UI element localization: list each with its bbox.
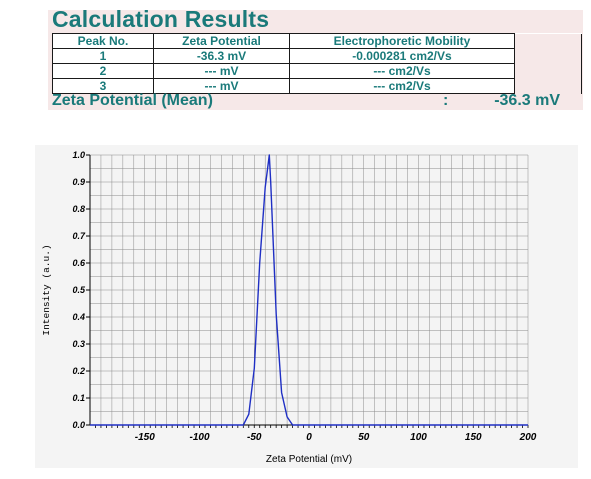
mobility-cell: --- cm2/Vs xyxy=(289,78,515,94)
x-tick-label: 100 xyxy=(410,432,427,443)
y-tick-label: 0.1 xyxy=(72,393,85,403)
x-tick-label: 50 xyxy=(358,432,370,443)
table-row: 1 -36.3 mV -0.000281 cm2/Vs xyxy=(52,48,582,64)
peak-number-cell: 2 xyxy=(52,63,154,79)
peak-number-cell: 3 xyxy=(52,78,154,94)
column-header-mobility: Electrophoretic Mobility xyxy=(289,33,515,49)
chart-panel: 0.0 0.1 0.2 0.3 0.4 0.5 0.6 0.7 0.8 0.9 1.0 -150 -1… xyxy=(35,145,578,468)
y-tick-label: 1.0 xyxy=(72,150,85,160)
x-tick-label: -50 xyxy=(247,432,262,443)
y-tick-labels: 0.0 0.1 0.2 0.3 0.4 0.5 0.6 0.7 0.8 0.9 1.0 xyxy=(72,150,90,430)
y-tick-label: 0.4 xyxy=(72,312,85,322)
y-tick-label: 0.3 xyxy=(72,339,85,349)
column-header-peak-no: Peak No. xyxy=(52,33,154,49)
mean-zeta-separator: : xyxy=(443,92,449,109)
x-tick-label: 200 xyxy=(519,432,537,443)
zeta-potential-cell: --- mV xyxy=(153,63,290,79)
zeta-potential-chart: 0.00.10.20.30.40.50.60.70.80.91.0 -150 -1… xyxy=(41,150,537,465)
mean-zeta-label: Zeta Potential (Mean) xyxy=(52,92,213,109)
y-tick-label: 0.6 xyxy=(72,258,86,268)
peaks-table-header-row: Peak No. Zeta Potential Electrophoretic … xyxy=(52,33,582,49)
peaks-table: Peak No. Zeta Potential Electrophoretic … xyxy=(52,33,582,94)
results-title: Calculation Results xyxy=(52,6,270,32)
x-tick-label: -100 xyxy=(189,432,209,443)
y-tick-label: 0.2 xyxy=(72,366,85,376)
mean-zeta-row: Zeta Potential (Mean) : -36.3 mV xyxy=(52,92,560,110)
mobility-cell: --- cm2/Vs xyxy=(289,63,515,79)
x-axis-label: Zeta Potential (mV) xyxy=(266,454,352,465)
y-axis-label: Intensity (a.u.) xyxy=(41,244,52,335)
y-tick-label: 0.8 xyxy=(72,204,85,214)
y-tick-label: 0.0 xyxy=(72,420,85,430)
column-header-zeta-potential: Zeta Potential xyxy=(153,33,290,49)
zeta-potential-cell: -36.3 mV xyxy=(153,48,290,64)
intensity-series-line xyxy=(90,154,528,426)
table-row: 2 --- mV --- cm2/Vs xyxy=(52,63,582,79)
x-tick-label: 150 xyxy=(465,432,482,443)
y-tick-label: 0.5 xyxy=(72,285,86,295)
x-tick-label: -150 xyxy=(135,432,155,443)
table-spacer xyxy=(514,33,582,49)
table-row: 3 --- mV --- cm2/Vs xyxy=(52,78,582,94)
x-tick-labels: -150 -100 -50 0 50 100 150 200 xyxy=(135,432,537,443)
chart-grid xyxy=(90,154,529,428)
table-spacer xyxy=(514,78,582,94)
y-tick-label: 0.7 xyxy=(72,231,86,241)
mobility-cell: -0.000281 cm2/Vs xyxy=(289,48,515,64)
zeta-potential-cell: --- mV xyxy=(153,78,290,94)
x-tick-label: 0 xyxy=(306,432,312,443)
y-tick-label: 0.9 xyxy=(72,177,85,187)
mean-zeta-value: -36.3 mV xyxy=(494,92,560,109)
table-spacer xyxy=(514,48,582,64)
peak-number-cell: 1 xyxy=(52,48,154,64)
table-spacer xyxy=(514,63,582,79)
